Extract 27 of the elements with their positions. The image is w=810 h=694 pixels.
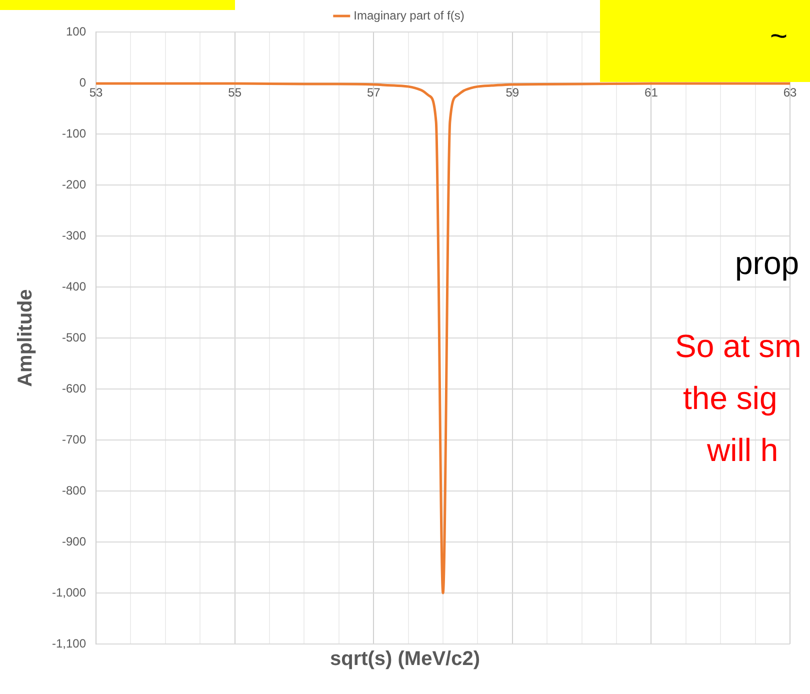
y-tick-label: -600	[62, 381, 86, 396]
x-tick-label: 53	[89, 86, 104, 100]
annotation: prop	[735, 245, 800, 282]
annotation: the sig	[683, 380, 778, 417]
y-tick-label: -800	[62, 483, 86, 498]
annotation: ~	[770, 20, 788, 54]
x-tick-label: 61	[644, 86, 658, 100]
annotation: will h	[707, 432, 778, 469]
legend-label: Imaginary part of f(s)	[354, 8, 464, 22]
y-tick-label: -1,100	[52, 636, 86, 650]
y-tick-label: -400	[62, 279, 86, 294]
y-tick-label: 0	[79, 75, 86, 90]
x-axis-title: sqrt(s) (MeV/c2)	[330, 648, 480, 670]
y-tick-label: -700	[62, 432, 86, 446]
x-tick-label: 59	[506, 86, 520, 100]
y-tick-label: 100	[66, 24, 86, 38]
y-tick-label: -500	[62, 330, 86, 344]
x-tick-label: 57	[366, 86, 381, 100]
y-tick-label: -100	[62, 126, 86, 140]
x-tick-label: 63	[783, 86, 797, 100]
annotation: So at sm	[675, 328, 802, 365]
y-tick-label: -900	[62, 534, 86, 548]
y-tick-label: -300	[62, 228, 86, 242]
x-tick-label: 55	[228, 86, 242, 100]
y-axis-title: Amplitude	[14, 289, 37, 387]
y-tick-label: -200	[62, 177, 86, 192]
y-tick-label: -1,000	[52, 585, 86, 600]
